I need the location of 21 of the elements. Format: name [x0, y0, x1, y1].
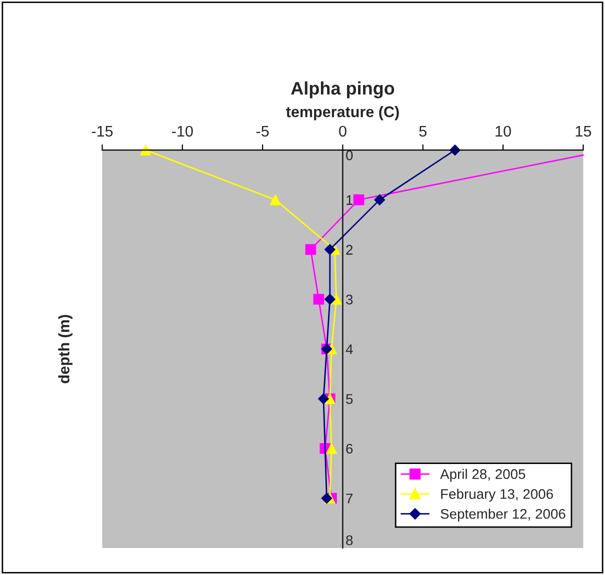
chart-title: Alpha pingo — [291, 81, 394, 98]
x-tick-label: -5 — [256, 126, 269, 137]
legend-label: September 12, 2006 — [440, 508, 566, 522]
legend-label: February 13, 2006 — [441, 488, 553, 502]
y-tick-label: 2 — [346, 244, 353, 255]
x-tick-label: -15 — [92, 126, 113, 137]
y-tick-label: 4 — [346, 344, 353, 354]
y-tick-label: 7 — [346, 494, 353, 504]
y-axis-title: depth (m) — [58, 314, 72, 384]
x-tick-label: -10 — [172, 126, 193, 137]
y-tick-label: 5 — [346, 394, 353, 404]
legend-label: April 28, 2005 — [440, 468, 526, 482]
y-tick-label: 1 — [346, 195, 353, 205]
x-tick-label: 10 — [496, 126, 511, 137]
y-tick-label: 6 — [346, 444, 353, 454]
y-tick-label: 0 — [346, 150, 353, 160]
x-axis-title: temperature (C) — [286, 106, 399, 120]
x-tick-label: 5 — [419, 126, 427, 137]
y-tick-label: 8 — [346, 535, 353, 546]
x-tick-label: 15 — [576, 126, 592, 137]
y-tick-label: 3 — [346, 294, 353, 304]
